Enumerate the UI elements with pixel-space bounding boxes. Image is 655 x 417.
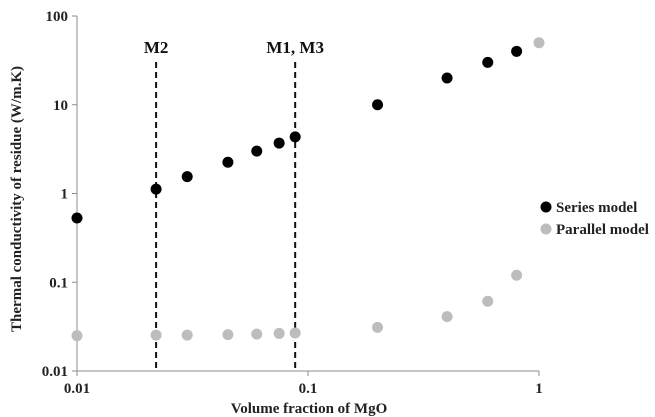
data-point-parallel-model xyxy=(289,327,301,339)
y-tick-label: 0.1 xyxy=(49,275,68,291)
y-axis-label: Thermal conductivity of residue (W/m.K) xyxy=(9,66,25,332)
y-tick-label: 100 xyxy=(46,9,69,25)
x-axis-label: Volume fraction of MgO xyxy=(231,401,388,417)
data-point-parallel-model xyxy=(251,328,263,340)
data-point-series-model xyxy=(273,137,285,149)
y-tick-label: 0.01 xyxy=(42,364,68,380)
reference-line-label-2: M1, M3 xyxy=(266,38,324,57)
data-point-parallel-model xyxy=(181,329,193,341)
data-point-parallel-model xyxy=(533,37,545,49)
legend-marker-series-model xyxy=(540,201,552,213)
data-point-series-model xyxy=(251,145,263,157)
data-point-series-model xyxy=(441,72,453,84)
legend-label-parallel-model: Parallel model xyxy=(556,222,649,238)
x-tick-label: 0.1 xyxy=(299,381,318,397)
data-point-series-model xyxy=(222,156,234,168)
data-point-series-model xyxy=(150,183,162,195)
data-point-series-model xyxy=(71,212,83,224)
data-point-parallel-model xyxy=(71,330,83,342)
data-point-parallel-model xyxy=(222,329,234,341)
data-point-parallel-model xyxy=(511,269,523,281)
data-point-parallel-model xyxy=(150,329,162,341)
data-point-parallel-model xyxy=(372,321,384,333)
x-tick-label: 1 xyxy=(535,381,543,397)
legend-label-series-model: Series model xyxy=(556,200,637,216)
x-tick-label: 0.01 xyxy=(64,381,90,397)
data-point-series-model xyxy=(511,45,523,57)
data-point-series-model xyxy=(181,171,193,183)
data-point-series-model xyxy=(289,131,301,143)
y-tick-label: 1 xyxy=(61,187,69,203)
data-point-parallel-model xyxy=(482,295,494,307)
legend-marker-parallel-model xyxy=(540,223,552,235)
data-point-series-model xyxy=(482,56,494,68)
data-point-parallel-model xyxy=(441,311,453,323)
y-tick-label: 10 xyxy=(53,98,68,114)
data-point-series-model xyxy=(372,99,384,111)
data-point-parallel-model xyxy=(273,327,285,339)
reference-line-label-1: M2 xyxy=(144,38,169,57)
plot-area: 0.01 0.1 1 10 100 0.01 0.1 1 M2 M1, M3 Series mode… xyxy=(42,9,649,397)
